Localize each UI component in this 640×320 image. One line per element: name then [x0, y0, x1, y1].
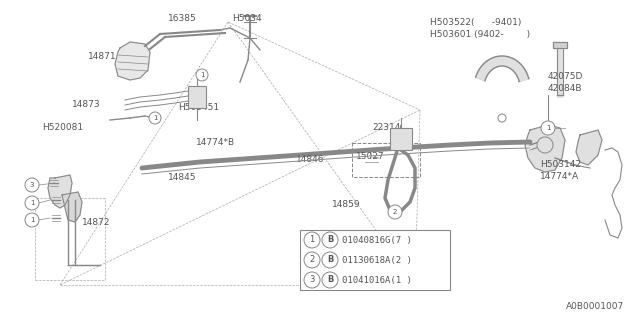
- Text: 01041016A(1 ): 01041016A(1 ): [342, 276, 412, 284]
- Text: 22314: 22314: [372, 123, 401, 132]
- Text: 42075D: 42075D: [548, 72, 584, 81]
- Text: 1: 1: [309, 236, 315, 244]
- Polygon shape: [576, 130, 602, 165]
- Text: B: B: [327, 236, 333, 244]
- Text: 1: 1: [153, 115, 157, 121]
- Text: 14774*A: 14774*A: [540, 172, 579, 181]
- Text: 01040816G(7 ): 01040816G(7 ): [342, 236, 412, 244]
- Polygon shape: [525, 125, 565, 172]
- Text: 14871: 14871: [88, 52, 116, 61]
- Text: 14873: 14873: [72, 100, 100, 109]
- Bar: [300, 230, 450, 290]
- Text: 16385: 16385: [168, 14, 196, 23]
- Bar: [390, 128, 412, 150]
- Text: 2: 2: [393, 209, 397, 215]
- Text: B: B: [327, 255, 333, 265]
- Polygon shape: [48, 175, 72, 208]
- Circle shape: [304, 252, 320, 268]
- Bar: [188, 86, 206, 108]
- Text: B: B: [327, 276, 333, 284]
- Text: 01130618A(2 ): 01130618A(2 ): [342, 255, 412, 265]
- Text: H503142: H503142: [540, 160, 581, 169]
- Circle shape: [25, 178, 39, 192]
- Text: 14845: 14845: [168, 173, 196, 182]
- Circle shape: [25, 213, 39, 227]
- Text: 1: 1: [546, 125, 550, 131]
- Circle shape: [498, 114, 506, 122]
- Polygon shape: [115, 42, 150, 80]
- Text: A0B0001007: A0B0001007: [566, 302, 624, 311]
- Text: 14872: 14872: [82, 218, 111, 227]
- Circle shape: [322, 232, 338, 248]
- Circle shape: [25, 196, 39, 210]
- Circle shape: [304, 232, 320, 248]
- Circle shape: [388, 205, 402, 219]
- Text: 3: 3: [309, 276, 315, 284]
- Text: 42084B: 42084B: [548, 84, 582, 93]
- Circle shape: [322, 272, 338, 288]
- Circle shape: [304, 272, 320, 288]
- Circle shape: [537, 137, 553, 153]
- Polygon shape: [62, 192, 82, 222]
- Text: 14859: 14859: [332, 200, 360, 209]
- Text: H503601 (9402-        ): H503601 (9402- ): [430, 30, 530, 39]
- Text: 14774*B: 14774*B: [196, 138, 235, 147]
- Text: 3: 3: [29, 182, 35, 188]
- Text: 14846: 14846: [296, 155, 324, 164]
- Text: 1: 1: [200, 72, 204, 78]
- Text: H5034: H5034: [232, 14, 262, 23]
- Circle shape: [541, 121, 555, 135]
- Circle shape: [196, 69, 208, 81]
- Polygon shape: [476, 56, 529, 82]
- Bar: [352, 143, 420, 177]
- Text: 15027: 15027: [356, 152, 385, 161]
- Text: H503522(      -9401): H503522( -9401): [430, 18, 522, 27]
- Polygon shape: [553, 42, 567, 48]
- Text: 1: 1: [29, 217, 35, 223]
- Circle shape: [322, 252, 338, 268]
- Text: H520081: H520081: [42, 123, 83, 132]
- Text: H503451: H503451: [178, 103, 219, 112]
- Text: 2: 2: [309, 255, 315, 265]
- Text: 1: 1: [29, 200, 35, 206]
- Circle shape: [149, 112, 161, 124]
